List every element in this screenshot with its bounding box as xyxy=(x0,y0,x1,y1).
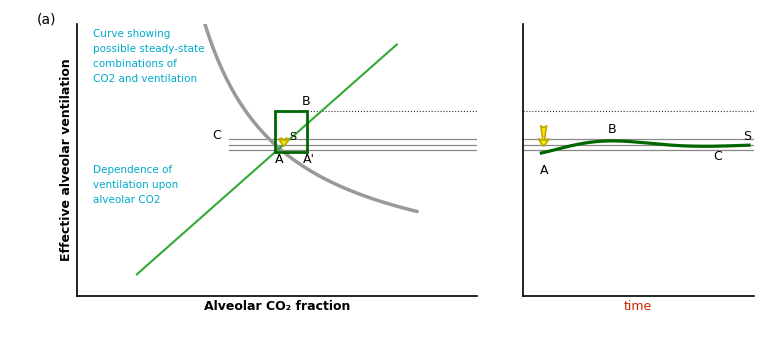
Text: Curve showing
possible steady-state
combinations of
CO2 and ventilation: Curve showing possible steady-state comb… xyxy=(93,29,205,84)
Text: S: S xyxy=(289,132,296,142)
Text: (a): (a) xyxy=(37,13,56,27)
Y-axis label: Effective alveolar ventilation: Effective alveolar ventilation xyxy=(60,58,73,261)
X-axis label: Alveolar CO₂ fraction: Alveolar CO₂ fraction xyxy=(204,300,350,313)
Text: C: C xyxy=(212,129,221,142)
Text: B: B xyxy=(301,95,311,107)
Text: A: A xyxy=(539,164,548,177)
Text: C: C xyxy=(714,150,722,164)
Bar xyxy=(275,111,307,152)
Text: A: A xyxy=(275,153,283,166)
Text: S: S xyxy=(744,130,751,143)
Text: A': A' xyxy=(303,153,315,166)
Text: B: B xyxy=(608,123,617,136)
Text: Dependence of
ventilation upon
alveolar CO2: Dependence of ventilation upon alveolar … xyxy=(93,165,178,205)
X-axis label: time: time xyxy=(624,300,652,313)
